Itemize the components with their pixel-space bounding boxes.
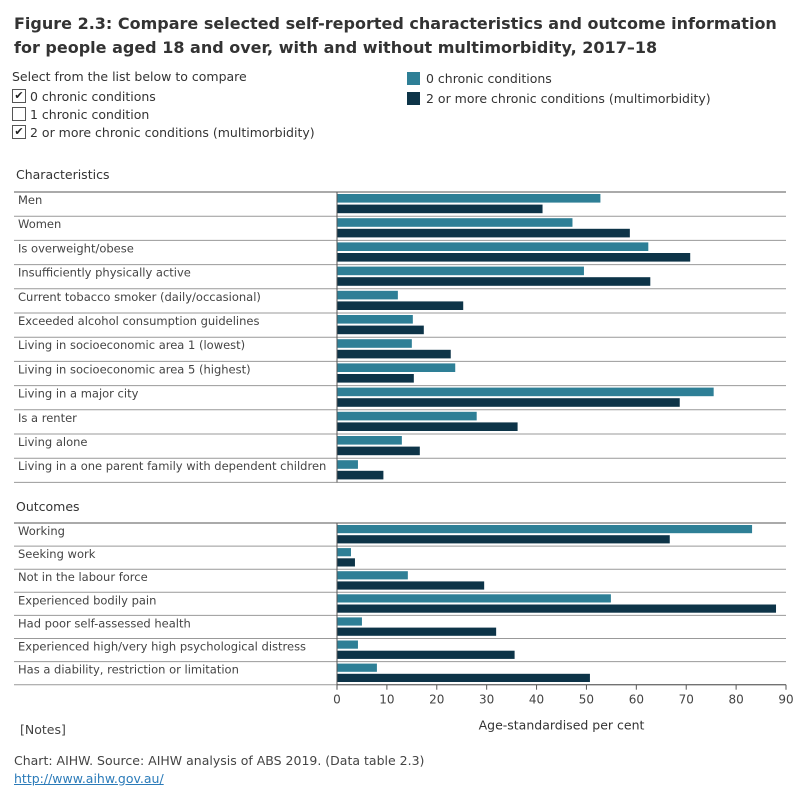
category-label: Men xyxy=(18,193,42,207)
x-tick-label: 80 xyxy=(728,693,743,707)
bar xyxy=(337,571,408,580)
bar xyxy=(337,228,630,238)
bar xyxy=(337,266,584,276)
bar xyxy=(337,363,456,372)
bar xyxy=(337,253,691,262)
x-tick-label: 50 xyxy=(579,693,594,707)
bar xyxy=(337,194,601,203)
bar xyxy=(337,204,543,214)
bar xyxy=(337,277,651,286)
legend-label: 0 chronic conditions xyxy=(426,70,552,86)
filter-option-1-chronic[interactable]: 1 chronic condition xyxy=(12,105,315,123)
category-label: Women xyxy=(18,217,61,231)
category-label: Experienced high/very high psychological… xyxy=(18,640,306,654)
category-label: Exceeded alcohol consumption guidelines xyxy=(18,314,259,328)
x-tick-label: 60 xyxy=(629,693,644,707)
bar xyxy=(337,470,384,480)
checkbox-0-chronic[interactable]: ✔ xyxy=(12,89,26,103)
category-label: Seeking work xyxy=(18,547,96,561)
x-tick-label: 0 xyxy=(333,693,341,707)
x-tick-label: 70 xyxy=(679,693,694,707)
filter-option-multimorbidity[interactable]: ✔ 2 or more chronic conditions (multimor… xyxy=(12,123,315,141)
category-label: Working xyxy=(18,524,65,538)
legend: 0 chronic conditions 2 or more chronic c… xyxy=(407,68,711,108)
x-tick-label: 20 xyxy=(429,693,444,707)
bar xyxy=(337,349,451,359)
bar xyxy=(337,460,358,469)
category-label: Insufficiently physically active xyxy=(18,266,191,280)
x-tick-label: 40 xyxy=(529,693,544,707)
category-label: Is a renter xyxy=(18,411,77,425)
category-label: Living in a one parent family with depen… xyxy=(18,459,326,473)
bar xyxy=(337,218,573,227)
bar xyxy=(337,650,515,659)
legend-swatch xyxy=(407,91,420,105)
legend-item-0-chronic: 0 chronic conditions xyxy=(407,68,711,88)
filter-option-label: 2 or more chronic conditions (multimorbi… xyxy=(30,124,315,140)
x-axis-title: Age-standardised per cent xyxy=(479,718,645,733)
compare-filter: Select from the list below to compare ✔ … xyxy=(12,68,315,141)
bar xyxy=(337,387,714,397)
filter-option-label: 0 chronic conditions xyxy=(30,88,156,104)
x-tick-label: 10 xyxy=(379,693,394,707)
bar xyxy=(337,315,413,324)
bar xyxy=(337,339,412,348)
checkbox-1-chronic[interactable] xyxy=(12,107,26,121)
bar xyxy=(337,422,518,431)
bar xyxy=(337,594,611,603)
bar xyxy=(337,436,402,445)
bar xyxy=(337,640,358,649)
source-text: Chart: AIHW. Source: AIHW analysis of AB… xyxy=(14,753,425,768)
bar xyxy=(337,411,477,421)
bar xyxy=(337,617,362,626)
filter-option-0-chronic[interactable]: ✔ 0 chronic conditions xyxy=(12,87,315,105)
category-label: Experienced bodily pain xyxy=(18,593,156,607)
legend-swatch xyxy=(407,71,420,85)
bar xyxy=(337,374,414,383)
bar xyxy=(337,325,424,335)
category-label: Living in a major city xyxy=(18,387,139,401)
bar xyxy=(337,604,777,613)
bar xyxy=(337,627,497,636)
filter-title: Select from the list below to compare xyxy=(12,69,247,84)
filter-option-label: 1 chronic condition xyxy=(30,106,150,122)
bar xyxy=(337,581,485,590)
bar xyxy=(337,525,753,534)
bar xyxy=(337,290,398,300)
legend-item-multimorbidity: 2 or more chronic conditions (multimorbi… xyxy=(407,88,711,108)
category-label: Living in socioeconomic area 5 (highest) xyxy=(18,362,251,376)
chart-title: Figure 2.3: Compare selected self-report… xyxy=(14,14,777,57)
bar xyxy=(337,558,355,567)
bar xyxy=(337,535,670,544)
section-header: Characteristics xyxy=(16,167,109,182)
bar xyxy=(337,242,649,251)
section-header: Outcomes xyxy=(16,499,80,514)
category-label: Current tobacco smoker (daily/occasional… xyxy=(18,290,261,304)
checkbox-multimorbidity[interactable]: ✔ xyxy=(12,125,26,139)
bar xyxy=(337,446,420,456)
category-label: Living in socioeconomic area 1 (lowest) xyxy=(18,338,245,352)
notes-link[interactable]: [Notes] xyxy=(20,722,66,737)
category-label: Not in the labour force xyxy=(18,570,148,584)
category-label: Is overweight/obese xyxy=(18,241,134,255)
bar xyxy=(337,663,377,672)
category-label: Has a diability, restriction or limitati… xyxy=(18,663,239,677)
bar xyxy=(337,673,590,682)
legend-label: 2 or more chronic conditions (multimorbi… xyxy=(426,90,711,106)
category-label: Had poor self-assessed health xyxy=(18,616,191,630)
x-tick-label: 30 xyxy=(479,693,494,707)
category-label: Living alone xyxy=(18,435,88,449)
bar xyxy=(337,548,351,557)
x-tick-label: 90 xyxy=(778,693,793,707)
bar xyxy=(337,398,680,407)
aihw-link[interactable]: http://www.aihw.gov.au/ xyxy=(14,771,164,786)
bar xyxy=(337,301,464,310)
